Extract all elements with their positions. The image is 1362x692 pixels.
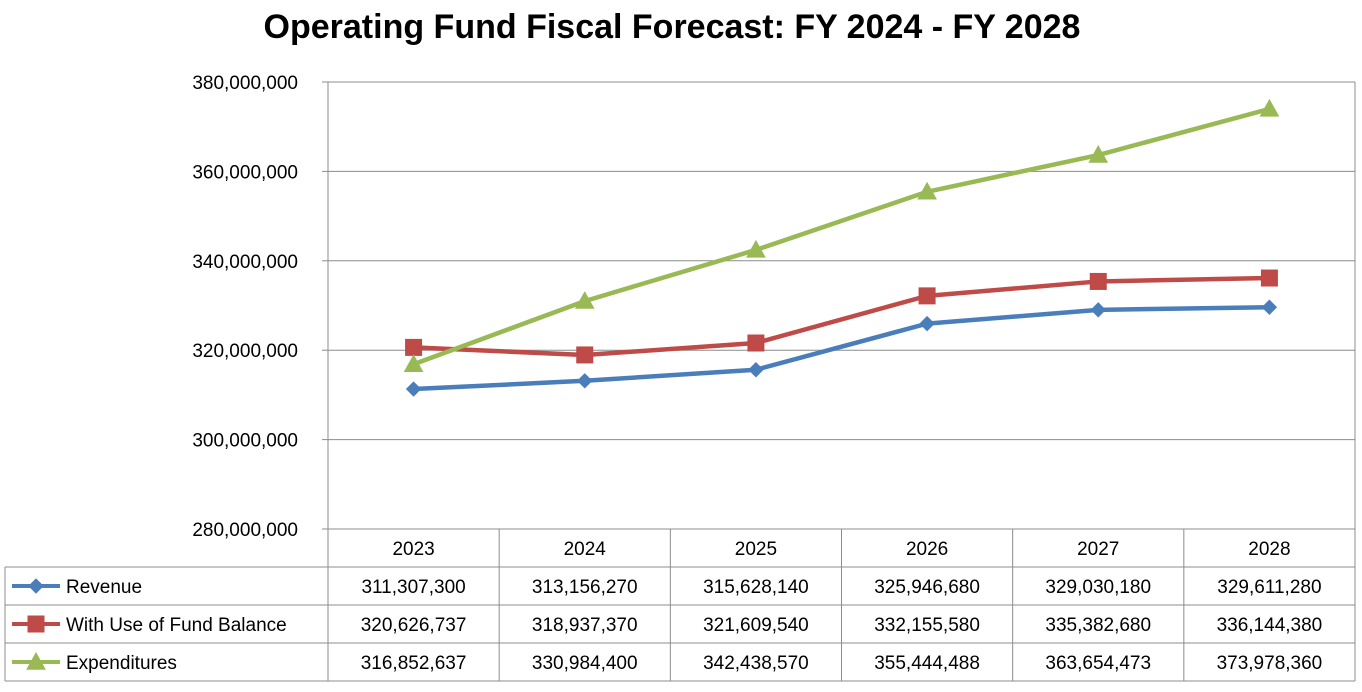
data-point (918, 287, 936, 305)
data-label: 335,382,680 (1045, 615, 1151, 636)
data-point (1260, 269, 1278, 287)
series-line (411, 106, 1272, 367)
data-table: 2023 2024 2025 2026 2027 2028 Revenue 311,307,3… (4, 528, 1355, 682)
data-point (405, 381, 422, 397)
x-category-label: 2025 (735, 539, 777, 560)
x-category-label: 2028 (1248, 539, 1290, 560)
data-label: 363,654,473 (1045, 653, 1151, 674)
data-label: 318,937,370 (532, 615, 638, 636)
y-axis-tick-labels: 280,000,000 300,000,000 320,000,000 340,000… (192, 73, 298, 541)
data-label: 373,978,360 (1217, 653, 1323, 674)
data-label: 336,144,380 (1217, 615, 1323, 636)
data-point (748, 362, 764, 378)
x-category-label: 2026 (906, 539, 948, 560)
data-point (577, 373, 593, 389)
series-line (411, 304, 1272, 392)
data-label: 325,946,680 (874, 577, 980, 598)
y-tick-label: 280,000,000 (192, 520, 298, 541)
data-point (1090, 302, 1106, 318)
data-label: 330,984,400 (532, 653, 638, 674)
data-label: 320,626,737 (361, 615, 467, 636)
legend-label: With Use of Fund Balance (66, 615, 287, 636)
legend-label: Revenue (66, 577, 142, 598)
data-point (917, 181, 937, 200)
legend-key-marker (28, 578, 44, 594)
data-label: 316,852,637 (361, 653, 467, 674)
y-tick-label: 320,000,000 (192, 341, 298, 362)
legend-label: Expenditures (66, 653, 177, 674)
data-point (403, 354, 424, 372)
series-line (411, 275, 1272, 358)
y-tick-label: 340,000,000 (192, 252, 298, 273)
chart-title: Operating Fund Fiscal Forecast: FY 2024 … (264, 8, 1081, 46)
data-point (1261, 299, 1278, 315)
data-point (1089, 272, 1107, 290)
y-tick-label: 360,000,000 (192, 162, 298, 183)
data-point (746, 239, 766, 258)
data-point (1088, 145, 1109, 163)
data-label: 342,438,570 (703, 653, 809, 674)
x-category-label: 2023 (392, 539, 434, 560)
data-label: 315,628,140 (703, 577, 809, 598)
data-label: 311,307,300 (361, 577, 465, 598)
data-label: 321,609,540 (703, 615, 809, 636)
data-label: 329,611,280 (1217, 577, 1321, 598)
y-tick-label: 380,000,000 (192, 73, 298, 94)
legend-key-marker (27, 615, 45, 633)
data-label: 355,444,488 (874, 653, 980, 674)
x-category-label: 2024 (564, 539, 607, 560)
y-tick-label: 300,000,000 (192, 431, 298, 452)
data-point (1259, 98, 1280, 117)
data-label: 329,030,180 (1045, 577, 1151, 598)
data-label: 332,155,580 (874, 615, 980, 636)
data-point (405, 338, 423, 356)
data-point (574, 291, 595, 309)
legend-key-marker (26, 651, 46, 670)
x-category-label: 2027 (1077, 539, 1119, 560)
data-point (919, 315, 935, 332)
grid (322, 81, 1356, 681)
data-point (747, 334, 765, 352)
data-point (576, 346, 594, 364)
data-label: 313,156,270 (532, 577, 638, 598)
series (403, 98, 1280, 397)
